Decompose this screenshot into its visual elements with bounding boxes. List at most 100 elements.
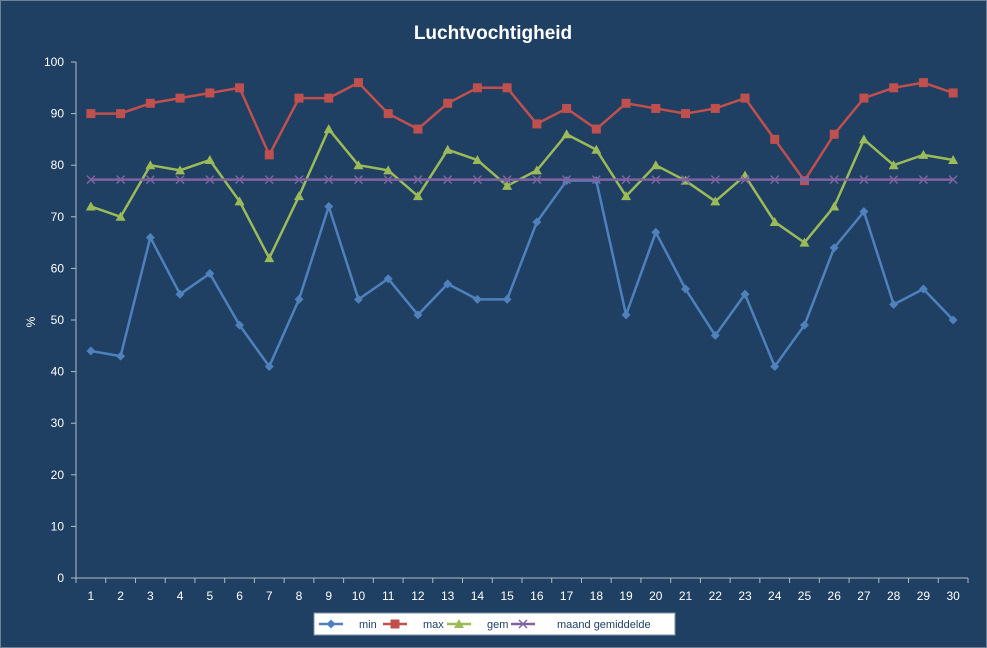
data-point-min (799, 320, 809, 330)
y-tick-label: 0 (57, 571, 64, 585)
data-point-maand-gemiddelde (324, 175, 334, 185)
data-point-gem (383, 165, 394, 175)
data-point-gem (799, 237, 810, 247)
data-point-min (294, 294, 304, 304)
series-line-min (90, 179, 955, 368)
data-point-max (443, 98, 453, 108)
data-point-min (324, 201, 334, 211)
x-tick-label: 15 (500, 589, 514, 603)
data-point-gem (204, 155, 215, 165)
series-min (86, 176, 958, 371)
x-tick-label: 26 (828, 589, 842, 603)
data-point-maand-gemiddelde (413, 175, 423, 185)
data-point-max (562, 103, 572, 113)
x-tick-label: 1 (88, 589, 95, 603)
x-tick-label: 6 (236, 589, 243, 603)
data-point-min (829, 243, 839, 253)
data-point-max (472, 83, 482, 93)
data-point-max (413, 124, 423, 134)
data-point-min (472, 294, 482, 304)
data-point-maand-gemiddelde (710, 175, 720, 185)
marker-stroke (829, 175, 839, 185)
data-point-maand-gemiddelde (86, 175, 96, 185)
x-tick-label: 5 (206, 589, 213, 603)
x-tick-label: 7 (266, 589, 273, 603)
data-point-gem (948, 155, 959, 165)
data-point-maand-gemiddelde (918, 175, 928, 185)
data-point-min (710, 330, 720, 340)
chart-title: Luchtvochtigheid (414, 23, 572, 44)
x-tick-label: 11 (382, 589, 395, 603)
data-point-maand-gemiddelde (145, 175, 155, 185)
data-point-gem (115, 211, 126, 221)
data-point-max (324, 93, 334, 103)
data-point-gem (740, 170, 750, 180)
data-point-min (621, 310, 631, 320)
marker-stroke (175, 175, 185, 185)
x-tick-label: 21 (679, 589, 693, 603)
data-point-maand-gemiddelde (235, 175, 245, 185)
data-point-min (918, 284, 928, 294)
data-point-min (740, 289, 750, 299)
data-point-maand-gemiddelde (651, 175, 661, 185)
data-point-maand-gemiddelde (948, 175, 958, 185)
data-point-max (621, 98, 631, 108)
data-point-maand-gemiddelde (502, 175, 512, 185)
y-tick-label: 60 (51, 261, 65, 275)
data-point-gem (650, 160, 661, 170)
x-tick-label: 14 (471, 589, 485, 603)
data-point-max (710, 103, 720, 113)
data-point-maand-gemiddelde (681, 175, 691, 185)
series-line-max (90, 81, 954, 182)
data-point-min (116, 351, 126, 361)
data-point-maand-gemiddelde (859, 175, 869, 185)
x-tick-label: 13 (441, 589, 455, 603)
data-point-max (889, 83, 899, 93)
data-point-min (770, 361, 780, 371)
x-tick-label: 23 (738, 589, 752, 603)
y-tick-label: 80 (51, 158, 65, 172)
marker-stroke (710, 175, 720, 185)
data-point-gem (858, 134, 869, 144)
data-point-max (175, 93, 185, 103)
series-max (86, 78, 958, 186)
legend-marker-max (390, 619, 400, 629)
marker-stroke (294, 175, 304, 185)
series-maand-gemiddelde (86, 175, 958, 185)
x-tick-label: 10 (352, 589, 366, 603)
marker-stroke (889, 175, 899, 185)
x-tick-label: 16 (530, 589, 544, 603)
data-point-max (681, 109, 691, 119)
data-point-min (859, 207, 869, 217)
y-tick-label: 30 (51, 416, 65, 430)
x-tick-label: 2 (117, 589, 124, 603)
marker-stroke (651, 175, 661, 185)
marker-stroke (205, 175, 215, 185)
data-point-maand-gemiddelde (264, 175, 274, 185)
marker-stroke (518, 619, 528, 629)
marker-stroke (740, 175, 750, 185)
data-point-min (264, 361, 274, 371)
data-point-min (175, 289, 185, 299)
marker-stroke (918, 175, 928, 185)
x-tick-label: 29 (917, 589, 931, 603)
data-point-gem (234, 196, 245, 206)
data-point-maand-gemiddelde (353, 175, 363, 185)
data-point-min (502, 294, 512, 304)
marker-stroke (502, 175, 512, 185)
data-point-gem (472, 155, 483, 165)
x-tick-label: 27 (857, 589, 871, 603)
data-point-gem (353, 160, 364, 170)
data-point-max (86, 109, 96, 119)
data-point-maand-gemiddelde (562, 175, 572, 185)
y-axis-label: % (24, 316, 38, 327)
data-point-max (235, 83, 245, 93)
data-point-gem (769, 216, 780, 226)
x-tick-label: 20 (649, 589, 663, 603)
x-tick-label: 17 (560, 589, 574, 603)
y-tick-label: 100 (44, 55, 64, 69)
data-point-max (948, 88, 958, 98)
